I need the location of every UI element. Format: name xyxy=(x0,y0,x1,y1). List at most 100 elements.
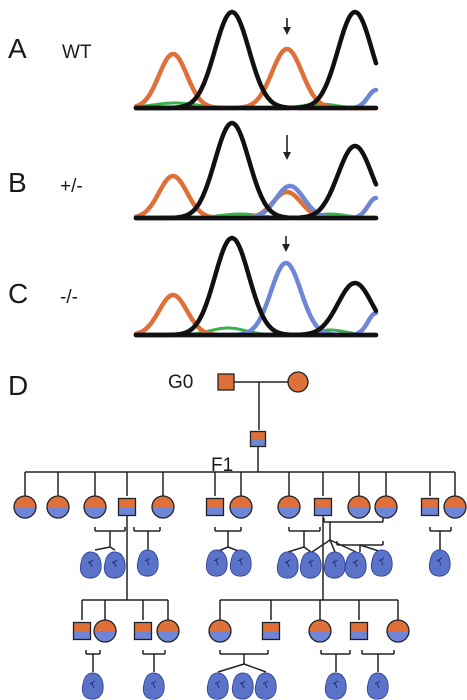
mutation-arrow-head xyxy=(283,152,291,160)
male-bottom-half xyxy=(206,507,224,516)
female-outline xyxy=(347,495,371,519)
fetus-detail xyxy=(378,557,385,566)
fetus-icon xyxy=(324,672,347,700)
chromatogram-3 xyxy=(133,235,379,338)
fetus-detail xyxy=(262,680,269,689)
female-outline xyxy=(386,619,410,643)
pedigree-line xyxy=(311,539,331,553)
wildtype-male-symbol xyxy=(217,373,235,391)
female-top-half xyxy=(209,620,231,631)
male-top-half xyxy=(73,622,91,631)
generation-label-f1: F1 xyxy=(211,455,233,476)
chromatograms xyxy=(133,9,379,338)
fetus-body xyxy=(205,549,228,577)
fetus-detail xyxy=(239,680,246,689)
female-top-half xyxy=(152,496,174,507)
male-outline xyxy=(205,497,225,517)
fetus-body xyxy=(366,672,389,700)
fetus-body xyxy=(254,672,277,700)
fetus-icon xyxy=(299,551,322,579)
male-top-half xyxy=(421,498,439,507)
pedigree-line xyxy=(287,546,305,553)
fetus-body xyxy=(136,549,159,577)
genotype-label-wt: WT xyxy=(62,42,92,63)
fetus-detail xyxy=(374,680,381,689)
heterozygous-female-symbol xyxy=(46,495,70,519)
heterozygous-female-symbol xyxy=(374,495,398,519)
female-bottom-half xyxy=(387,631,409,642)
fetus-icon xyxy=(136,549,159,577)
female-outline xyxy=(443,495,467,519)
panel-label-c: C xyxy=(8,278,28,309)
heterozygous-female-symbol xyxy=(13,495,37,519)
mutation-arrow-head xyxy=(283,27,291,35)
female-bottom-half xyxy=(157,631,179,642)
male-outline xyxy=(349,621,369,641)
heterozygous-female-symbol xyxy=(208,619,232,643)
pedigree-line xyxy=(303,546,312,553)
fetus-detail xyxy=(352,559,359,568)
female-top-half xyxy=(444,496,466,507)
chromatogram-1 xyxy=(133,9,379,111)
male-fill xyxy=(218,374,234,390)
male-top-half xyxy=(118,498,136,507)
female-outline xyxy=(13,495,37,519)
male-bottom-half xyxy=(118,507,136,516)
fetus-detail xyxy=(150,680,157,689)
fetus-icon xyxy=(79,551,102,579)
female-bottom-half xyxy=(348,507,370,518)
fetus-icon xyxy=(205,549,228,577)
female-top-half xyxy=(94,620,116,631)
female-fill xyxy=(288,372,308,392)
fetus-detail xyxy=(284,559,291,568)
pedigree: G0 F1 xyxy=(13,371,467,700)
fetus-detail xyxy=(87,559,94,568)
heterozygous-male-symbol xyxy=(117,497,137,517)
male-top-half xyxy=(250,431,266,439)
fetus-body xyxy=(103,551,126,579)
panel-label-b: B xyxy=(8,167,27,198)
fetus-icon xyxy=(323,551,346,579)
female-top-half xyxy=(230,496,252,507)
heterozygous-male-symbol xyxy=(313,497,333,517)
male-top-half xyxy=(206,498,224,507)
heterozygous-female-symbol xyxy=(347,495,371,519)
genotype-label-het: +/- xyxy=(60,176,83,197)
heterozygous-female-symbol xyxy=(93,619,117,643)
fetus-detail xyxy=(332,680,339,689)
fetus-detail xyxy=(144,557,151,566)
heterozygous-female-symbol xyxy=(229,495,253,519)
heterozygous-female-symbol xyxy=(83,495,107,519)
fetus-icon xyxy=(142,672,165,700)
female-bottom-half xyxy=(84,507,106,518)
heterozygous-female-symbol xyxy=(308,619,332,643)
fetus-body xyxy=(206,672,229,700)
female-outline xyxy=(287,371,309,393)
heterozygous-male-symbol xyxy=(133,621,153,641)
female-top-half xyxy=(387,620,409,631)
heterozygous-female-symbol xyxy=(277,495,301,519)
mutation-arrow-head xyxy=(282,244,290,252)
heterozygous-female-symbol xyxy=(386,619,410,643)
heterozygous-male-symbol xyxy=(205,497,225,517)
heterozygous-male-symbol xyxy=(72,621,92,641)
panel-label-a: A xyxy=(8,33,27,64)
pedigree-line xyxy=(329,539,336,553)
male-outline xyxy=(313,497,333,517)
male-top-half xyxy=(262,622,280,631)
fetus-body xyxy=(344,551,367,579)
fetus-icon xyxy=(254,672,277,700)
female-bottom-half xyxy=(47,507,69,518)
fetus-icon xyxy=(81,672,104,700)
female-bottom-half xyxy=(278,507,300,518)
male-bottom-half xyxy=(250,439,266,447)
male-bottom-half xyxy=(73,631,91,640)
fetus-body xyxy=(231,672,254,700)
male-outline xyxy=(420,497,440,517)
trace-black-peak-2 xyxy=(133,143,379,221)
generation-label-g0: G0 xyxy=(168,372,193,393)
heterozygous-female-symbol xyxy=(151,495,175,519)
fetus-detail xyxy=(111,559,118,568)
